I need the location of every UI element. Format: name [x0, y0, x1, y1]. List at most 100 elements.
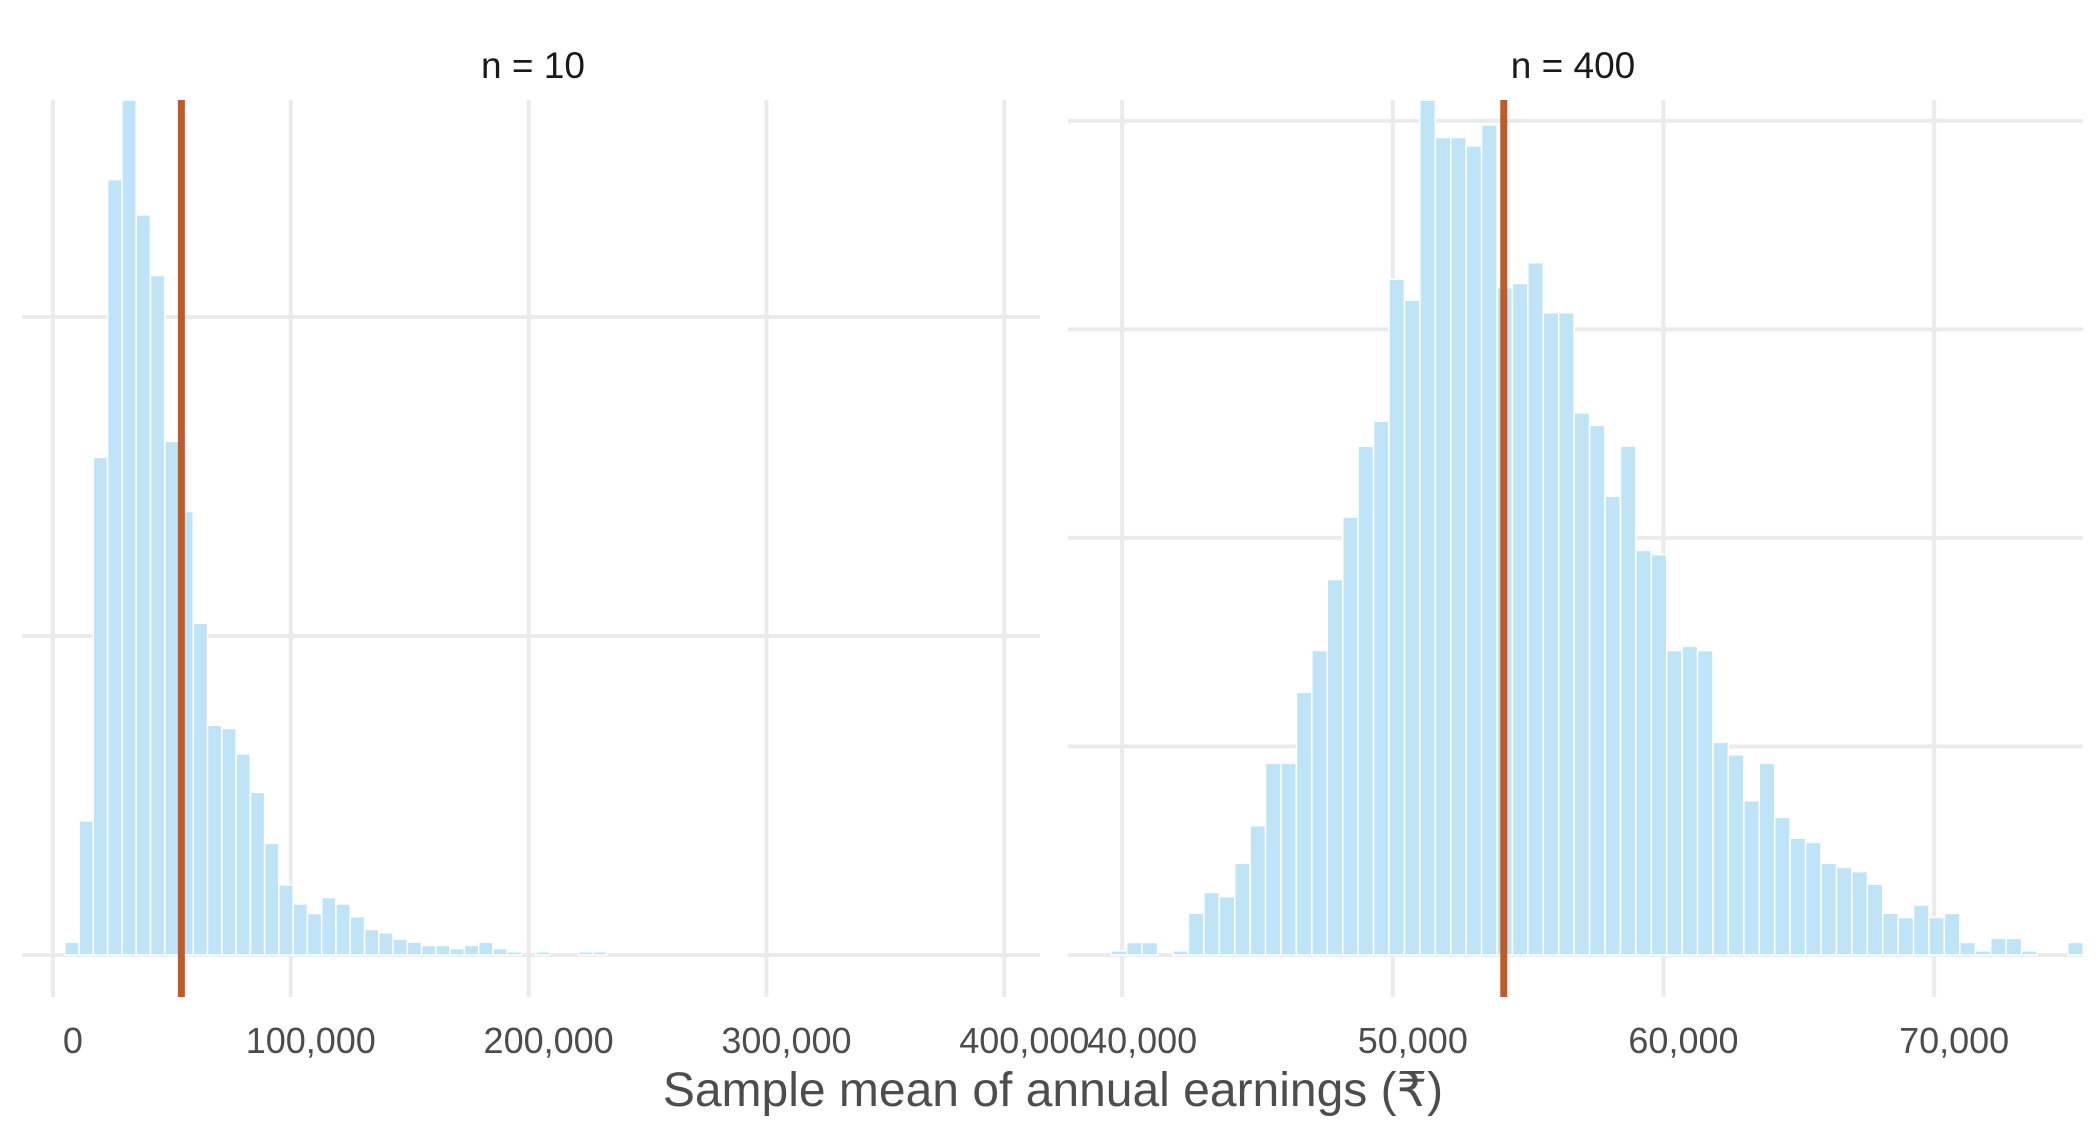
- x-tick-label: 400,000: [959, 1020, 1089, 1061]
- histogram-bar: [135, 214, 152, 956]
- histogram-bar: [1619, 445, 1637, 956]
- histogram-bar: [392, 938, 409, 956]
- histogram-bar: [292, 903, 309, 956]
- histogram-bar: [420, 944, 437, 956]
- histogram-bar: [1804, 841, 1822, 956]
- panel-title-n400: n = 400: [1511, 45, 1635, 86]
- histogram-bar: [1527, 261, 1545, 956]
- histogram-bar: [1912, 904, 1930, 956]
- histogram-bar: [249, 791, 266, 956]
- histogram-bar: [1928, 916, 1946, 956]
- histogram-bar: [1727, 754, 1745, 956]
- x-tick-label: 100,000: [246, 1020, 376, 1061]
- histogram-bar: [1434, 136, 1452, 956]
- histogram-bar: [306, 912, 323, 956]
- histogram-bar: [1218, 895, 1236, 956]
- histogram-bar: [1110, 950, 1128, 956]
- histogram-bar: [2005, 937, 2023, 956]
- histogram-bar: [1851, 870, 1869, 956]
- x-tick-label: 50,000: [1358, 1020, 1468, 1061]
- histogram-bar: [1403, 299, 1421, 956]
- histogram-bar: [1141, 941, 1159, 956]
- histogram-bar: [1557, 311, 1575, 956]
- histogram-bar: [1835, 866, 1853, 956]
- histogram-bar: [477, 941, 494, 956]
- x-tick-labels-n400: 40,000 50,000 60,000 70,000: [1087, 1020, 2009, 1061]
- panel-n10: n = 10 0 100,000 200,000 300,000 400,000: [22, 45, 1089, 1061]
- histogram-bar: [1943, 912, 1961, 956]
- histogram-bar: [192, 622, 209, 956]
- x-tick-label: 300,000: [721, 1020, 851, 1061]
- histogram-bar: [1449, 136, 1467, 956]
- histogram-bar: [1187, 912, 1205, 956]
- histogram-bar: [1542, 311, 1560, 956]
- histogram-bar: [1635, 549, 1653, 956]
- histogram-bar: [1311, 649, 1329, 956]
- histogram-bar: [121, 99, 137, 956]
- histogram-bar: [320, 896, 337, 956]
- histogram-bar: [1974, 950, 1992, 956]
- histogram-bar: [1881, 912, 1899, 956]
- histogram-bar: [1465, 145, 1483, 956]
- histogram-bar: [1357, 445, 1375, 956]
- histogram-bar: [1758, 762, 1776, 956]
- histogram-bar: [1295, 691, 1313, 956]
- histogram-bar: [1203, 891, 1221, 956]
- histogram-bar: [1604, 495, 1622, 956]
- histogram-bar: [1326, 578, 1344, 956]
- histogram-bar: [1820, 862, 1838, 956]
- histogram-bar: [1588, 424, 1606, 956]
- histogram-bar: [492, 947, 508, 956]
- panel-title-n10: n = 10: [481, 45, 585, 86]
- x-tick-label: 60,000: [1628, 1020, 1738, 1061]
- histogram-bar: [1866, 883, 1884, 956]
- histogram-bar: [106, 179, 123, 956]
- histogram-bar: [1773, 816, 1791, 956]
- x-tick-label: 0: [63, 1020, 83, 1061]
- histogram-bar: [1172, 950, 1190, 956]
- histogram-bar: [577, 951, 594, 956]
- x-tick-label: 40,000: [1087, 1020, 1197, 1061]
- bars-n400: [1110, 99, 2085, 956]
- histogram-bar: [1233, 862, 1251, 956]
- histogram-bar: [149, 274, 166, 956]
- histogram-bar: [1388, 278, 1406, 956]
- histogram-bar: [1573, 412, 1591, 956]
- histogram-bar: [1665, 649, 1683, 956]
- histogram-bar: [1125, 941, 1143, 956]
- histogram-bar: [378, 931, 394, 956]
- histogram-bar: [1249, 824, 1267, 956]
- histogram-bar: [2067, 941, 2085, 956]
- histogram-bar: [1989, 937, 2007, 956]
- histogram-bar: [64, 941, 80, 956]
- histogram-bar: [278, 884, 294, 956]
- histogram-bar: [263, 842, 280, 956]
- histogram-bar: [1480, 124, 1498, 956]
- histogram-bar: [2020, 950, 2038, 956]
- histogram-bar: [1419, 99, 1437, 956]
- histogram-bar: [1743, 799, 1761, 956]
- histogram-bar: [1650, 553, 1668, 956]
- panel-n400: n = 400 40,000 50,000 60,000 70,000: [1068, 45, 2085, 1061]
- histogram-bar: [349, 915, 366, 956]
- histogram-bar: [1341, 516, 1359, 956]
- histogram-bar: [1789, 837, 1807, 956]
- bars-n10: [64, 99, 608, 956]
- histogram-bar: [535, 951, 551, 956]
- x-axis-title: Sample mean of annual earnings (₹): [663, 1064, 1443, 1117]
- histogram-bar: [1959, 941, 1977, 956]
- histogram-bar: [449, 947, 466, 956]
- x-tick-label: 70,000: [1899, 1020, 2009, 1061]
- histogram-bar: [78, 820, 95, 956]
- histogram-bar: [1264, 762, 1282, 956]
- histogram-bar: [1511, 282, 1529, 956]
- histogram-bar: [335, 903, 351, 956]
- histogram-bar: [506, 951, 523, 956]
- histogram-bar: [1897, 916, 1915, 956]
- histogram-bar: [1681, 645, 1699, 956]
- histogram-bar: [363, 928, 380, 956]
- histogram-bar: [463, 944, 480, 956]
- histogram-bar: [1712, 741, 1730, 956]
- x-tick-labels-n10: 0 100,000 200,000 300,000 400,000: [63, 1020, 1089, 1061]
